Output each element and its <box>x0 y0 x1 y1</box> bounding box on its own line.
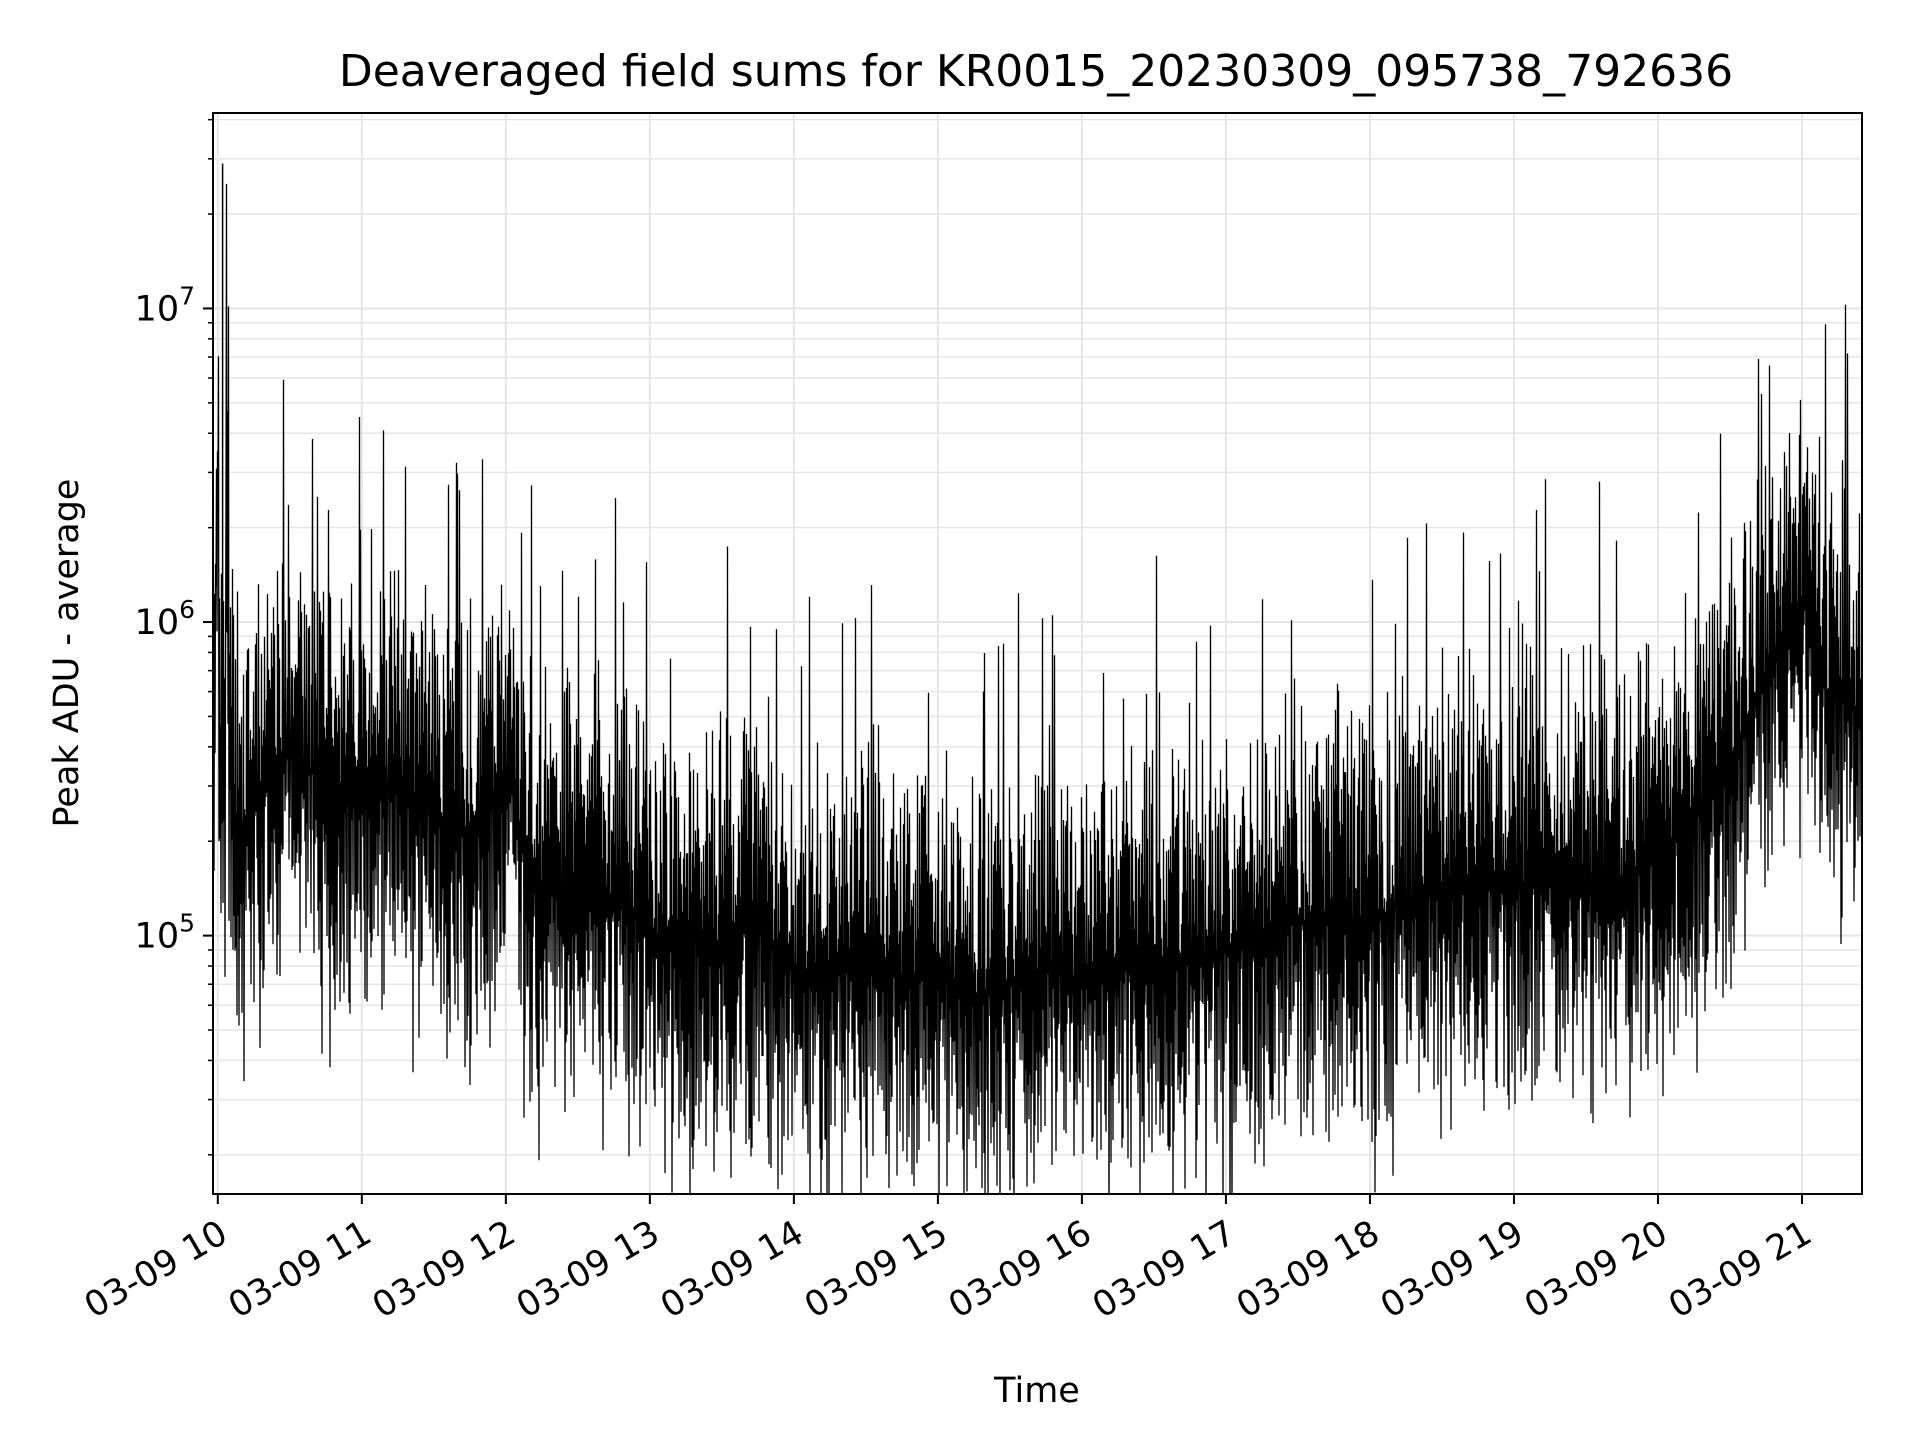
y-axis-label: Peak ADU - average <box>47 479 87 828</box>
y-tick-label: 105 <box>135 909 195 957</box>
y-tick-label: 106 <box>135 595 195 643</box>
y-tick-label: 107 <box>135 281 195 329</box>
series-line <box>213 183 1862 1194</box>
series-layer <box>213 163 1862 1194</box>
chart-title: Deaveraged field sums for KR0015_2023030… <box>339 46 1733 97</box>
x-axis-label: Time <box>993 1371 1080 1411</box>
plot-frame <box>212 112 1863 1195</box>
y-axis: 105 106 107 <box>135 118 213 1156</box>
